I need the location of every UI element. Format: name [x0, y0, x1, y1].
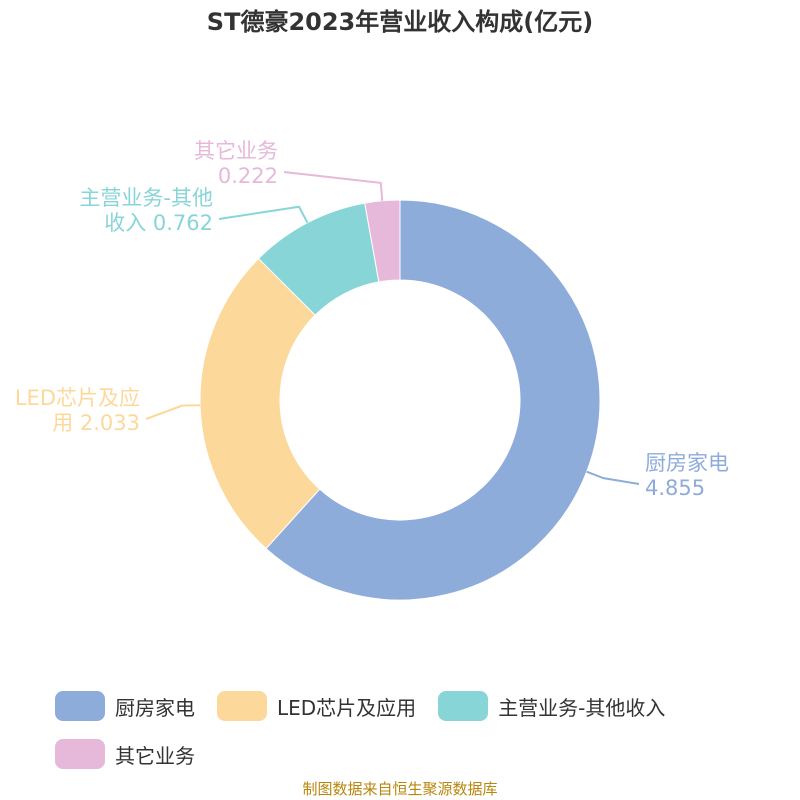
legend-label: 厨房家电 [115, 695, 195, 720]
legend-swatch [55, 691, 105, 721]
slice-0[interactable] [265, 199, 601, 601]
legend-item-3[interactable]: 其它业务 [55, 738, 195, 770]
slice-label-0: 厨房家电 4.855 [645, 451, 729, 500]
slice-label-2: 主营业务-其他收入 0.762 [79, 186, 213, 235]
legend-item-2[interactable]: 主营业务-其他收入 [438, 690, 665, 722]
slice-3[interactable] [364, 199, 401, 283]
leader-line-2 [218, 205, 309, 224]
legend-item-0[interactable]: 厨房家电 [55, 690, 195, 722]
leader-line-0 [586, 470, 640, 485]
legend-label: 主营业务-其他收入 [498, 695, 666, 720]
slice-label-1: LED芯片及应用 2.033 [15, 386, 140, 435]
legend-label: 其它业务 [115, 743, 195, 768]
legend: 厨房家电 LED芯片及应用 主营业务-其他收入其它业务 [55, 690, 775, 770]
leader-line-3 [283, 171, 384, 201]
legend-swatch [55, 739, 105, 769]
legend-item-1[interactable]: LED芯片及应用 [217, 690, 416, 722]
source-note: 制图数据来自恒生聚源数据库 [302, 780, 498, 798]
slice-1[interactable] [199, 257, 321, 550]
chart-title: ST德豪2023年营业收入构成(亿元) [206, 8, 594, 36]
legend-label: LED芯片及应用 [277, 695, 417, 720]
leader-line-1 [145, 404, 201, 420]
legend-swatch [438, 691, 489, 721]
slice-label-3: 其它业务 0.222 [194, 139, 278, 188]
legend-swatch [217, 691, 267, 721]
